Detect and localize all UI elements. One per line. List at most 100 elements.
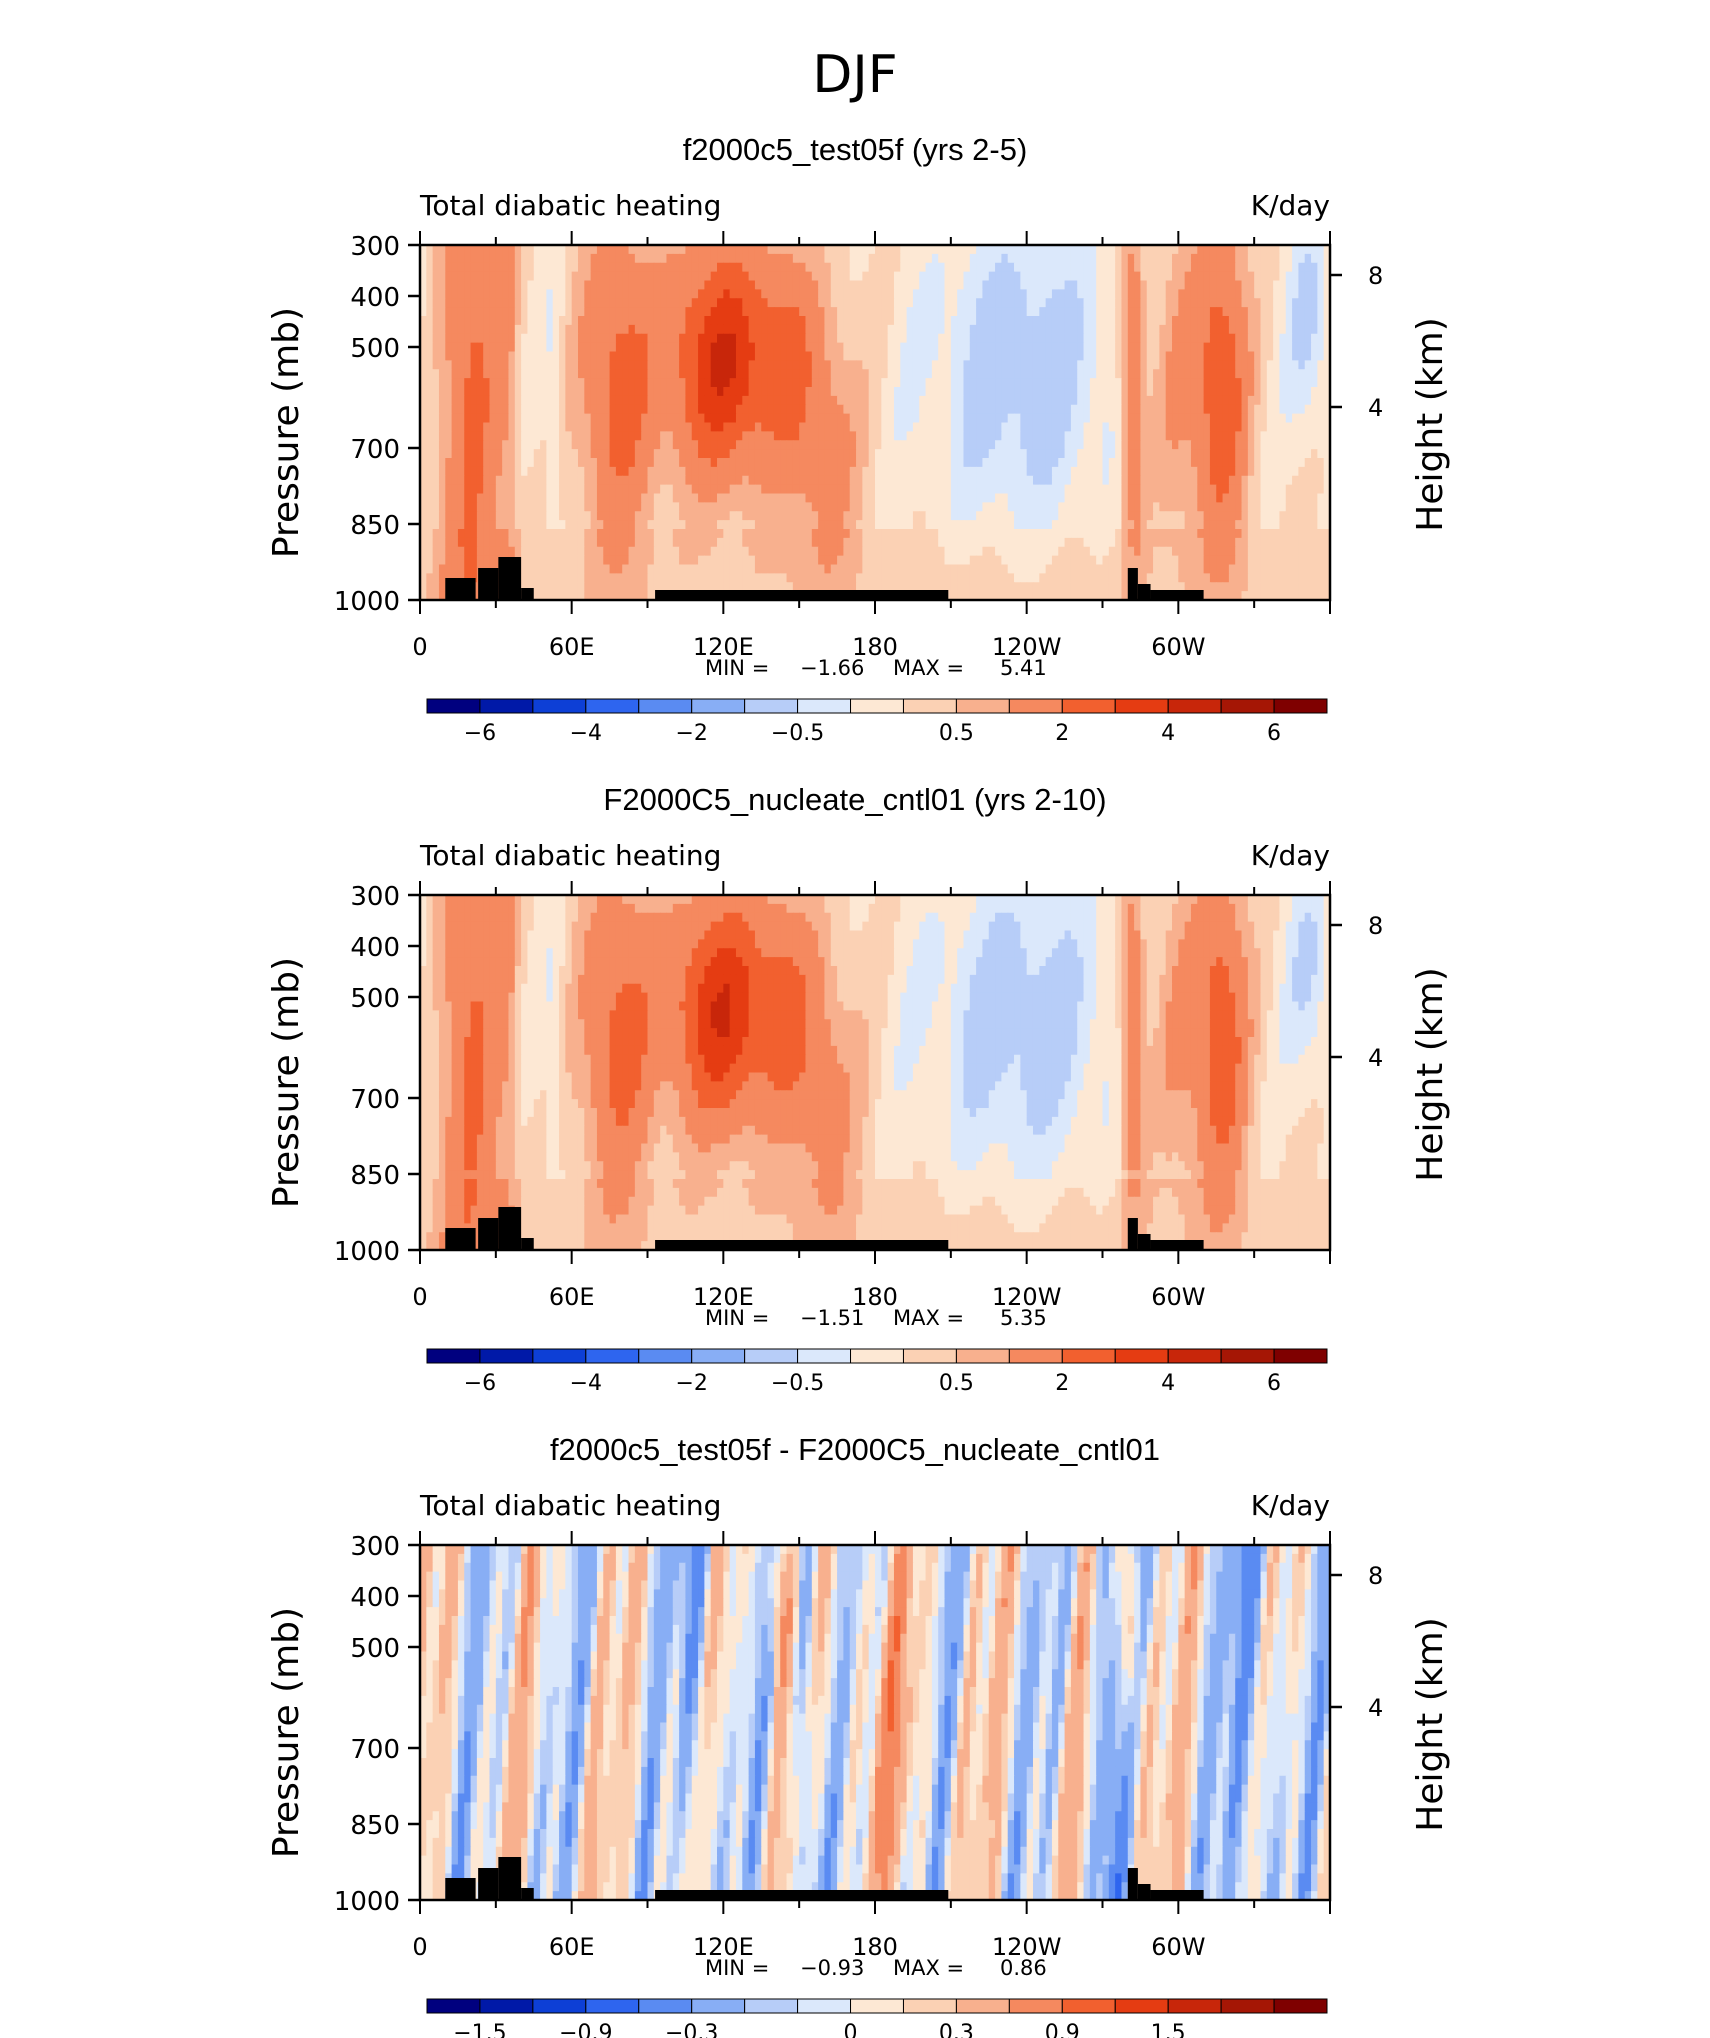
heatmap-cell	[502, 404, 510, 415]
heatmap-cell	[1247, 502, 1255, 512]
heatmap-cell	[931, 546, 939, 557]
heatmap-cell	[1241, 431, 1249, 441]
heatmap-cell	[1007, 289, 1015, 299]
heatmap-cell	[767, 351, 775, 361]
heatmap-cell	[976, 422, 984, 432]
heatmap-cell	[666, 546, 674, 557]
heatmap-cell	[1121, 413, 1129, 424]
heatmap-cell	[615, 537, 623, 548]
heatmap-cell	[1140, 537, 1148, 548]
heatmap-cell	[1304, 333, 1312, 344]
heatmap-cell	[432, 475, 440, 486]
heatmap-cell	[780, 253, 788, 264]
heatmap-cell	[615, 333, 623, 344]
heatmap-cell	[1020, 360, 1028, 370]
heatmap-cell	[723, 404, 731, 415]
heatmap-cell	[893, 440, 901, 450]
heatmap-cell	[919, 511, 927, 521]
heatmap-cell	[963, 520, 971, 530]
heatmap-cell	[1014, 289, 1021, 299]
heatmap-cell	[767, 431, 775, 441]
heatmap-cell	[660, 253, 668, 264]
heatmap-cell	[603, 466, 611, 477]
heatmap-cell	[1039, 378, 1047, 388]
heatmap-cell	[1323, 280, 1331, 290]
heatmap-cell	[1228, 511, 1236, 521]
heatmap-cell	[609, 413, 617, 424]
heatmap-cell	[590, 271, 598, 282]
heatmap-cell	[691, 262, 699, 273]
heatmap-cell	[451, 404, 459, 415]
heatmap-cell	[710, 351, 718, 361]
heatmap-cell	[1317, 253, 1325, 264]
heatmap-cell	[666, 404, 674, 415]
heatmap-cell	[792, 431, 800, 441]
heatmap-cell	[1241, 502, 1249, 512]
heatmap-cell	[577, 413, 585, 424]
heatmap-cell	[944, 298, 952, 308]
heatmap-cell	[704, 502, 712, 512]
heatmap-cell	[938, 404, 946, 415]
heatmap-cell	[476, 475, 484, 486]
heatmap-cell	[1051, 466, 1059, 477]
heatmap-cell	[1178, 511, 1186, 521]
heatmap-cell	[1001, 333, 1009, 344]
heatmap-cell	[628, 422, 636, 432]
heatmap-cell	[1020, 440, 1028, 450]
heatmap-cell	[1083, 440, 1091, 450]
heatmap-cell	[754, 475, 762, 486]
heatmap-cell	[590, 404, 598, 415]
heatmap-cell	[590, 475, 598, 486]
heatmap-cell	[773, 253, 781, 264]
heatmap-cell	[868, 493, 876, 503]
heatmap-cell	[489, 466, 497, 477]
heatmap-cell	[729, 378, 737, 388]
heatmap-cell	[1159, 466, 1167, 477]
heatmap-cell	[1001, 360, 1009, 370]
heatmap-cell	[1190, 493, 1198, 503]
heatmap-cell	[1014, 395, 1021, 406]
heatmap-cell	[969, 413, 977, 424]
heatmap-cell	[1026, 440, 1034, 450]
heatmap-cell	[672, 546, 680, 557]
heatmap-cell	[457, 271, 465, 282]
heatmap-cell	[622, 404, 630, 415]
heatmap-cell	[710, 546, 718, 557]
heatmap-cell	[944, 395, 952, 406]
heatmap-cell	[988, 369, 996, 379]
heatmap-cell	[672, 360, 680, 370]
heatmap-cell	[1127, 298, 1135, 308]
heatmap-cell	[792, 369, 800, 379]
heatmap-cell	[982, 280, 990, 290]
heatmap-cell	[1260, 298, 1268, 308]
heatmap-cell	[559, 307, 566, 317]
heatmap-cell	[1032, 351, 1040, 361]
heatmap-cell	[1165, 324, 1173, 335]
heatmap-cell	[824, 431, 832, 441]
heatmap-cell	[906, 529, 914, 539]
heatmap-cell	[710, 324, 718, 335]
heatmap-cell	[1007, 395, 1015, 406]
heatmap-cell	[957, 466, 965, 477]
heatmap-cell	[1254, 360, 1262, 370]
heatmap-cell	[457, 280, 465, 290]
heatmap-cell	[615, 440, 623, 450]
heatmap-cell	[1298, 298, 1306, 308]
heatmap-cell	[963, 342, 971, 353]
heatmap-cell	[1083, 316, 1091, 326]
heatmap-cell	[1146, 449, 1154, 459]
heatmap-cell	[426, 245, 434, 255]
heatmap-cell	[1260, 466, 1268, 477]
heatmap-cell	[1317, 511, 1325, 521]
heatmap-cell	[944, 546, 952, 557]
heatmap-cell	[603, 316, 611, 326]
heatmap-cell	[445, 387, 453, 397]
heatmap-cell	[830, 422, 838, 432]
heatmap-cell	[426, 369, 434, 379]
heatmap-cell	[1014, 378, 1021, 388]
heatmap-cell	[1026, 387, 1034, 397]
heatmap-cell	[811, 431, 819, 441]
heatmap-cell	[1317, 316, 1325, 326]
heatmap-cell	[527, 537, 535, 548]
heatmap-cell	[742, 271, 750, 282]
